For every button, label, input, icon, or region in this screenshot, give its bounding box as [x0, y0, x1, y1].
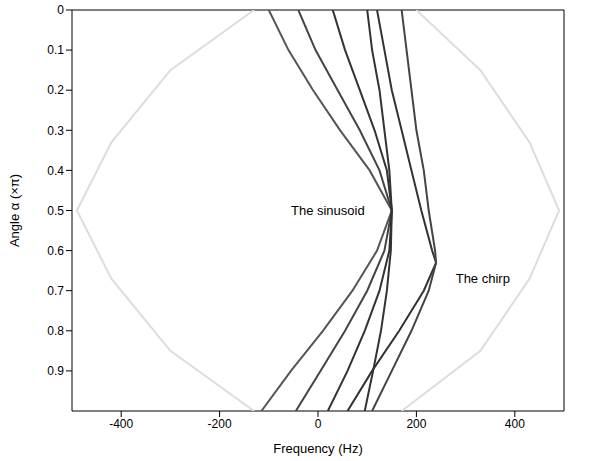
svg-text:-200: -200	[208, 417, 232, 431]
svg-text:Angle α (×π): Angle α (×π)	[7, 174, 22, 247]
svg-text:0.4: 0.4	[47, 164, 64, 178]
svg-text:0.3: 0.3	[47, 124, 64, 138]
svg-text:0.2: 0.2	[47, 83, 64, 97]
svg-text:0: 0	[57, 3, 64, 17]
svg-text:400: 400	[505, 417, 525, 431]
svg-text:0.8: 0.8	[47, 324, 64, 338]
svg-text:Frequency (Hz): Frequency (Hz)	[273, 441, 363, 456]
svg-text:0.7: 0.7	[47, 284, 64, 298]
svg-text:200: 200	[406, 417, 426, 431]
svg-text:0: 0	[315, 417, 322, 431]
svg-text:0.6: 0.6	[47, 244, 64, 258]
svg-text:The chirp: The chirp	[456, 271, 510, 286]
svg-text:0.1: 0.1	[47, 43, 64, 57]
svg-text:0.5: 0.5	[47, 204, 64, 218]
svg-text:The sinusoid: The sinusoid	[291, 203, 365, 218]
svg-text:-400: -400	[109, 417, 133, 431]
svg-text:0.9: 0.9	[47, 364, 64, 378]
